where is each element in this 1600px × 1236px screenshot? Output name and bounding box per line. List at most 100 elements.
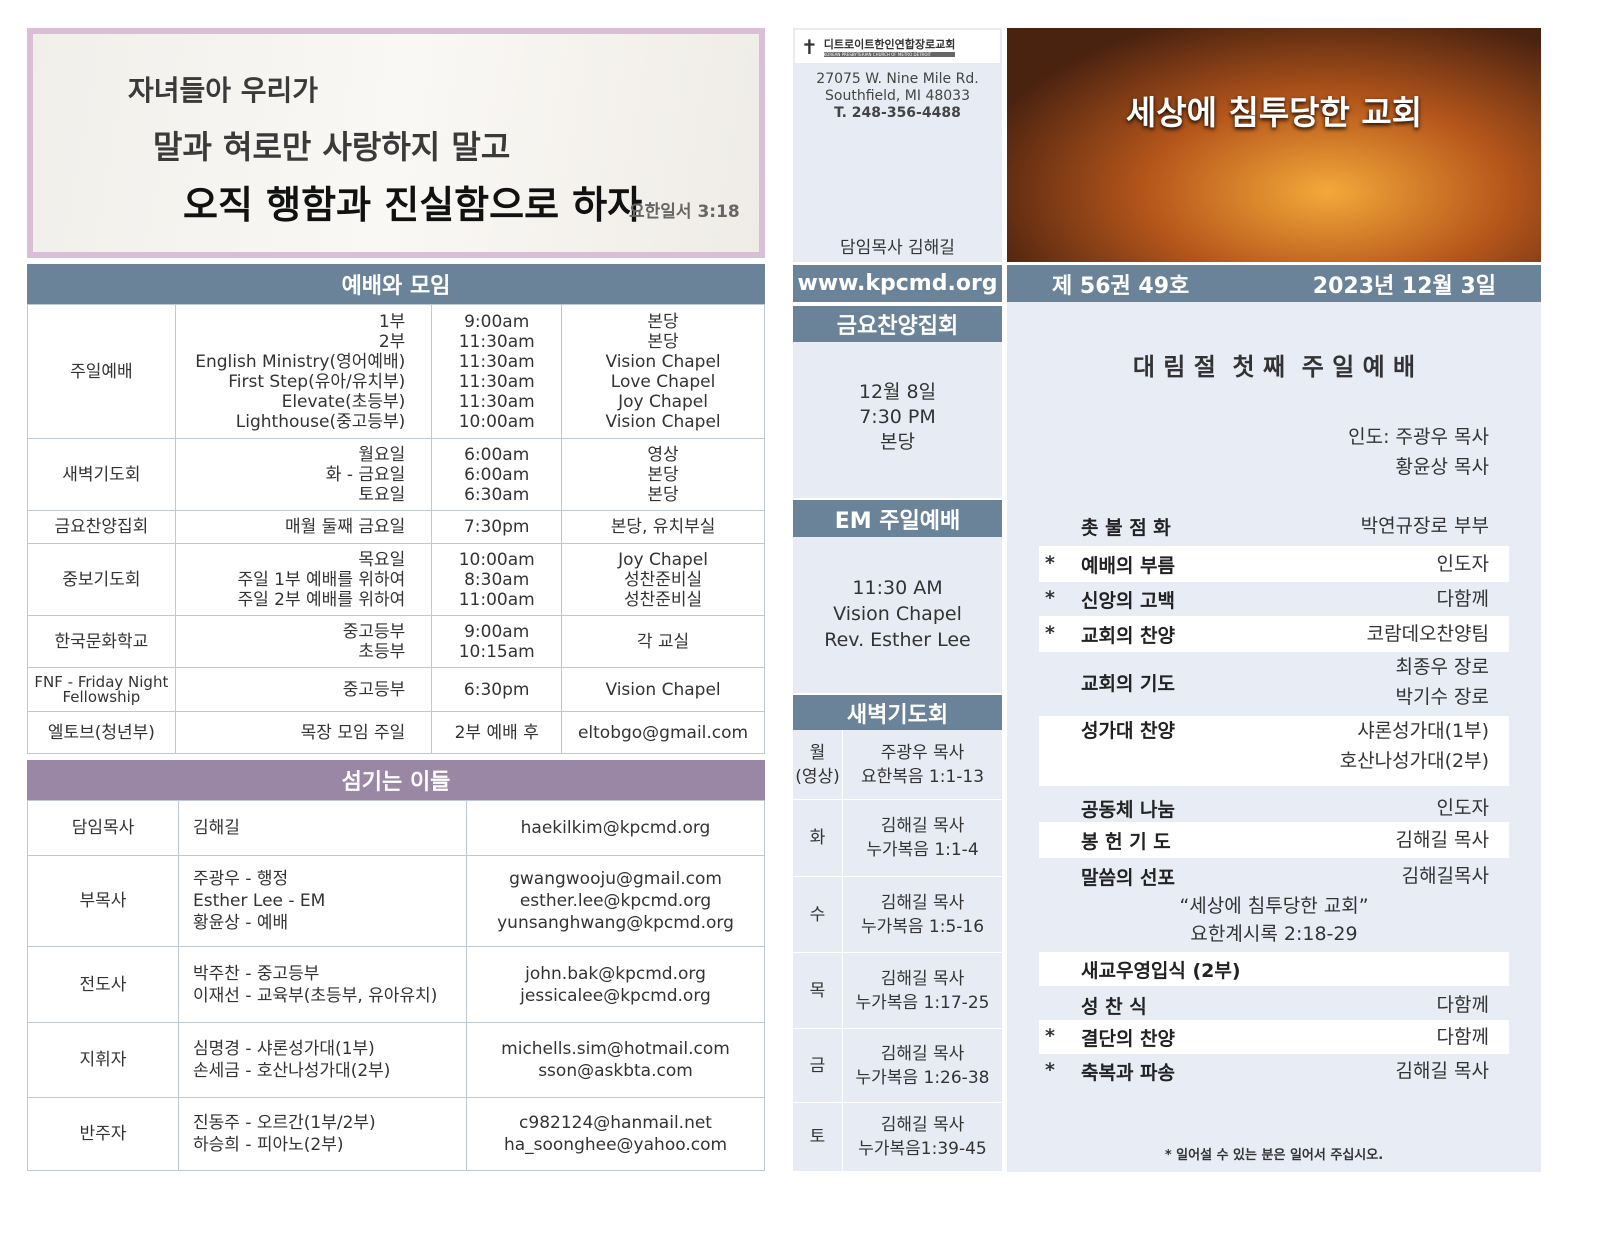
staff-table: 담임목사 김해길 haekilkim@kpcmd.org 부목사 주광우 - 행정 Est…	[27, 800, 765, 1171]
dawn-leader: 김해길 목사	[880, 1115, 965, 1135]
worship-row: 새벽기도회 월요일 화 - 금요일 토요일 6:00am 6:00am 6:30am 영상 본당…	[27, 438, 765, 511]
meeting-what-line: Elevate(초등부)	[281, 391, 406, 412]
service-title: 대 림 절 첫 째 주 일 예 배	[1132, 353, 1416, 381]
staff-email[interactable]: john.bak@kpcmd.org	[525, 963, 706, 984]
item-person-line: 코람데오찬양팀	[1366, 623, 1489, 645]
staff-email[interactable]: ha_soonghee@yahoo.com	[503, 1135, 728, 1155]
staff-email[interactable]: jessicalee@kpcmd.org	[520, 985, 711, 1006]
em-time: 11:30 AM	[852, 577, 943, 599]
staff-emails: gwangwooju@gmail.com esther.lee@kpcmd.org…	[466, 855, 765, 947]
meeting-place-line: Vision Chapel	[605, 351, 721, 372]
worship-row: 금요찬양집회 매월 둘째 금요일 7:30pm 본당, 유치부실	[27, 510, 765, 544]
sermon-text: 요한계시록 2:18-29	[1190, 923, 1358, 945]
worship-row: 엘토브(청년부) 목장 모임 주일 2부 예배 후 eltobgo@gmail.com	[27, 711, 765, 754]
meeting-time-line: 10:15am	[458, 641, 535, 662]
dawn-row: 수 김해길 목사 누가복음 1:5-16	[793, 877, 1002, 953]
staff-email[interactable]: c982124@hanmail.net	[519, 1113, 712, 1133]
item-name: 말씀의 선포	[1081, 866, 1176, 889]
dawn-day: 화	[793, 800, 843, 876]
scripture-banner: 자녀들아 우리가 말과 혀로만 사랑하지 말고 오직 행함과 진실함으로 하자 …	[27, 28, 765, 258]
meeting-place: 각 교실	[561, 615, 765, 668]
meeting-place: Joy Chapel 성찬준비실 성찬준비실	[561, 543, 765, 616]
item-name: 예배의 부름	[1081, 554, 1176, 577]
worship-row: FNF - Friday Night Fellowship 중고등부 6:30pm V…	[27, 667, 765, 712]
staff-role: 전도사	[27, 946, 179, 1023]
dawn-leader: 김해길 목사	[880, 968, 965, 989]
meeting-place-line: 본당	[647, 464, 679, 485]
staff-emails: john.bak@kpcmd.org jessicalee@kpcmd.org	[466, 946, 765, 1023]
banner-reference: 요한일서 3:18	[629, 202, 740, 222]
staff-email[interactable]: gwangwooju@gmail.com	[509, 869, 722, 889]
item-person-line: 김해길 목사	[1395, 1060, 1489, 1082]
staff-names: 진동주 - 오르간(1부/2부) 하승희 - 피아노(2부)	[178, 1097, 467, 1171]
dawn-detail: 김해길 목사 누가복음 1:5-16	[843, 877, 1002, 952]
staff-name: Esther Lee - EM	[193, 891, 326, 911]
item-name: 새교우영입식 (2부)	[1081, 959, 1241, 982]
meeting-name: FNF - Friday Night Fellowship	[27, 667, 176, 712]
meeting-what-line: 중고등부	[342, 621, 406, 642]
meeting-time: 9:00am 11:30am 11:30am 11:30am 11:30am 10:00a…	[431, 304, 563, 439]
meeting-time-line: 10:00am	[458, 411, 535, 432]
item-person: 다함께	[1437, 1022, 1509, 1052]
meeting-place-line: 본당	[647, 331, 679, 352]
meeting-time-line: 9:00am	[464, 311, 530, 332]
service-item: * 축복과 파송 김해길 목사	[1039, 1054, 1509, 1088]
meeting-place-line: Joy Chapel	[618, 391, 708, 412]
meeting-time-line: 6:00am	[464, 464, 530, 485]
meeting-place-line: 본당, 유치부실	[610, 517, 716, 537]
worship-table: 주일예배 1부 2부 English Ministry(영어예배) First Step…	[27, 304, 765, 754]
staff-names: 심명경 - 샤론성가대(1부) 손세금 - 호산나성가대(2부)	[178, 1022, 467, 1098]
item-person-line: 박기수 장로	[1395, 686, 1489, 708]
meeting-what-line: English Ministry(영어예배)	[195, 351, 406, 372]
meeting-time: 9:00am 10:15am	[431, 615, 563, 668]
image-title: 세상에 침투당한 교회	[1125, 93, 1423, 132]
friday-time: 7:30 PM	[859, 406, 936, 428]
staff-emails: michells.sim@hotmail.com sson@askbta.com	[466, 1022, 765, 1098]
staff-email[interactable]: haekilkim@kpcmd.org	[520, 818, 711, 838]
sermon-title: “세상에 침투당한 교회”	[1179, 895, 1369, 917]
item-name: 결단의 찬양	[1081, 1027, 1176, 1050]
item-person-line: 호산나성가대(2부)	[1339, 750, 1489, 772]
standing-marker: *	[1045, 552, 1055, 574]
dawn-detail: 주광우 목사 요한복음 1:1-13	[843, 730, 1002, 799]
item-person: 박연규장로 부부	[1361, 511, 1509, 541]
staff-email[interactable]: yunsanghwang@kpcmd.org	[497, 913, 734, 933]
staff-emails: c982124@hanmail.net ha_soonghee@yahoo.com	[466, 1097, 765, 1171]
staff-row: 부목사 주광우 - 행정 Esther Lee - EM 황윤상 - 예배 gwangw…	[27, 855, 765, 947]
staff-email[interactable]: michells.sim@hotmail.com	[501, 1039, 730, 1059]
friday-info: 12월 8일 7:30 PM 본당	[793, 342, 1002, 498]
meeting-place-line: 성찬준비실	[623, 569, 703, 590]
staff-email[interactable]: sson@askbta.com	[538, 1061, 693, 1081]
dawn-day: 월 (영상)	[793, 730, 843, 799]
staff-row: 반주자 진동주 - 오르간(1부/2부) 하승희 - 피아노(2부) c982124@…	[27, 1097, 765, 1171]
meeting-what: 중고등부	[174, 667, 433, 712]
banner-line-2: 말과 혀로만 사랑하지 말고	[153, 128, 511, 166]
em-place: Vision Chapel	[833, 603, 962, 625]
meeting-place: eltobgo@gmail.com	[561, 711, 765, 754]
staff-name: 김해길	[193, 818, 240, 838]
staff-names: 박주찬 - 중고등부 이재선 - 교육부(초등부, 유아유치)	[178, 946, 467, 1023]
service-item: * 결단의 찬양 다함께	[1039, 1020, 1509, 1054]
worship-title: 예배와 모임	[27, 264, 765, 304]
cross-icon: ✝	[801, 34, 818, 59]
item-name: 공동체 나눔	[1081, 798, 1176, 821]
leader-2: 황윤상 목사	[1395, 456, 1489, 478]
dawn-row: 금 김해길 목사 누가복음 1:26-38	[793, 1029, 1002, 1103]
standing-marker: *	[1045, 1025, 1055, 1047]
meeting-place-line: 본당	[647, 311, 679, 332]
meeting-name: 금요찬양집회	[27, 510, 176, 544]
website-link[interactable]: www.kpcmd.org	[793, 265, 1002, 302]
dawn-text: 누가복음 1:1-4	[866, 840, 979, 860]
meeting-what-line: First Step(유아/유치부)	[228, 371, 406, 392]
staff-name: 하승희 - 피아노(2부)	[193, 1135, 344, 1155]
dawn-text: 누가복음 1:26-38	[855, 1067, 990, 1088]
item-person-line: 다함께	[1436, 588, 1489, 610]
dawn-detail: 김해길 목사 누가복음 1:26-38	[843, 1029, 1002, 1102]
service-item: 성가대 찬양 샤론성가대(1부) 호산나성가대(2부)	[1039, 716, 1509, 786]
meeting-what-line: 2부	[378, 331, 406, 352]
meeting-what-line: 목장 모임 주일	[300, 722, 406, 743]
staff-name: 박주찬 - 중고등부	[193, 963, 320, 984]
item-person-line: 샤론성가대(1부)	[1357, 720, 1489, 742]
staff-email[interactable]: esther.lee@kpcmd.org	[519, 891, 712, 911]
meeting-place-line: Vision Chapel	[605, 679, 721, 700]
